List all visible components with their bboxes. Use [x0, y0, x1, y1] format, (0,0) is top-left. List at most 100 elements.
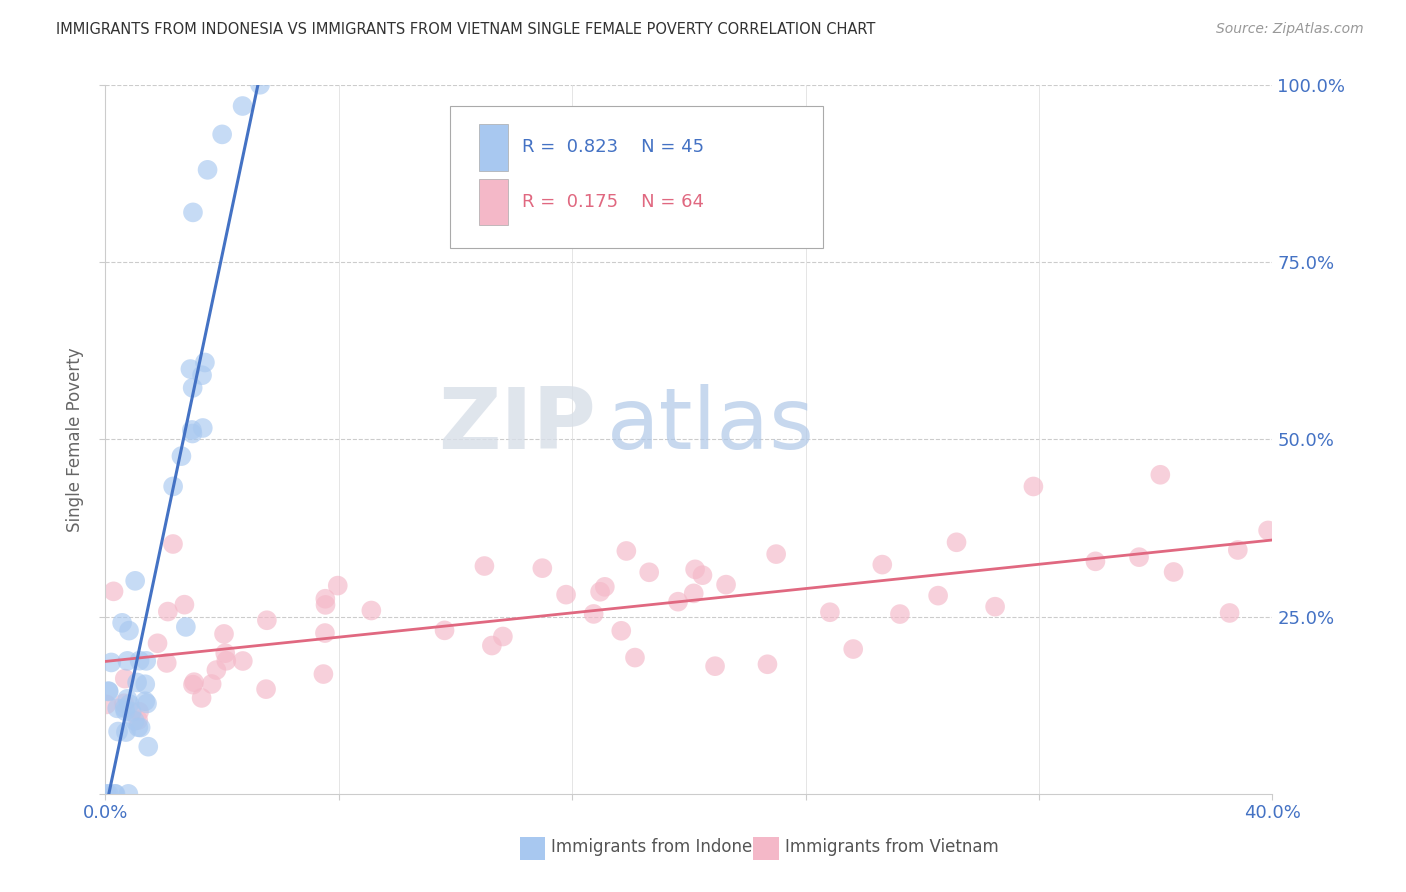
Point: [174, 620, 197, 634]
Point: [135, 654, 157, 668]
Point: [927, 589, 949, 603]
Point: [692, 568, 714, 582]
Point: [118, 697, 141, 711]
Point: [666, 595, 689, 609]
Point: [104, 787, 127, 801]
Point: [117, 787, 139, 801]
Point: [314, 626, 336, 640]
Point: [756, 657, 779, 672]
Point: [114, 704, 136, 718]
Point: [124, 574, 146, 588]
Point: [481, 639, 503, 653]
Point: [173, 598, 195, 612]
Point: [162, 479, 184, 493]
Point: [1163, 565, 1185, 579]
Point: [232, 654, 254, 668]
Point: [1084, 554, 1107, 568]
Text: R =  0.823    N = 45: R = 0.823 N = 45: [522, 138, 704, 156]
Point: [118, 624, 141, 638]
Point: [194, 355, 217, 369]
Point: [683, 562, 706, 576]
Point: [842, 642, 865, 657]
Text: IMMIGRANTS FROM INDONESIA VS IMMIGRANTS FROM VIETNAM SINGLE FEMALE POVERTY CORRE: IMMIGRANTS FROM INDONESIA VS IMMIGRANTS …: [56, 22, 876, 37]
Point: [765, 547, 787, 561]
Point: [984, 599, 1007, 614]
Point: [127, 713, 149, 727]
Point: [114, 701, 136, 715]
Point: [181, 678, 204, 692]
Point: [314, 591, 336, 606]
Point: [134, 694, 156, 708]
Point: [593, 580, 616, 594]
Bar: [520, 837, 546, 860]
Point: [256, 613, 278, 627]
Point: [1226, 543, 1249, 558]
Text: Immigrants from Vietnam: Immigrants from Vietnam: [785, 838, 998, 856]
Point: [704, 659, 727, 673]
Point: [312, 667, 335, 681]
Point: [254, 682, 277, 697]
Point: [170, 449, 193, 463]
Point: [114, 672, 136, 686]
Point: [215, 654, 238, 668]
Point: [1257, 524, 1279, 538]
Point: [111, 615, 134, 630]
FancyBboxPatch shape: [450, 106, 823, 248]
Point: [180, 423, 202, 437]
Point: [115, 725, 138, 739]
Point: [205, 663, 228, 677]
Point: [179, 362, 201, 376]
Point: [945, 535, 967, 549]
Point: [249, 78, 271, 92]
Point: [107, 724, 129, 739]
Point: [128, 705, 150, 719]
Point: [714, 577, 737, 591]
Point: [103, 584, 125, 599]
Point: [589, 584, 612, 599]
Point: [117, 691, 139, 706]
Text: ZIP: ZIP: [437, 384, 596, 467]
Point: [96, 787, 118, 801]
Point: [638, 566, 661, 580]
Point: [181, 205, 204, 219]
Point: [97, 787, 120, 801]
Point: [96, 698, 118, 712]
Point: [315, 598, 337, 612]
Point: [889, 607, 911, 621]
Point: [624, 650, 647, 665]
Point: [1022, 479, 1045, 493]
Point: [492, 630, 515, 644]
Text: Source: ZipAtlas.com: Source: ZipAtlas.com: [1216, 22, 1364, 37]
Point: [191, 368, 214, 383]
Point: [1149, 467, 1171, 482]
Point: [97, 684, 120, 698]
Point: [190, 690, 212, 705]
Bar: [479, 179, 508, 226]
Point: [614, 544, 637, 558]
Point: [97, 684, 120, 698]
Point: [181, 426, 204, 441]
Point: [818, 605, 841, 619]
Text: atlas: atlas: [607, 384, 815, 467]
Point: [191, 421, 214, 435]
Text: R =  0.175    N = 64: R = 0.175 N = 64: [522, 194, 704, 211]
Point: [128, 654, 150, 668]
Point: [112, 696, 135, 710]
Point: [129, 721, 152, 735]
Point: [582, 607, 605, 621]
Y-axis label: Single Female Poverty: Single Female Poverty: [66, 347, 84, 532]
Point: [872, 558, 894, 572]
Point: [531, 561, 554, 575]
Point: [232, 99, 254, 113]
Point: [211, 128, 233, 142]
Point: [127, 720, 149, 734]
Point: [117, 654, 139, 668]
Point: [124, 714, 146, 728]
Point: [1128, 550, 1150, 565]
Point: [214, 646, 236, 660]
Point: [183, 675, 205, 690]
Point: [121, 705, 143, 719]
Point: [181, 381, 204, 395]
Point: [105, 701, 128, 715]
Bar: [479, 125, 508, 170]
